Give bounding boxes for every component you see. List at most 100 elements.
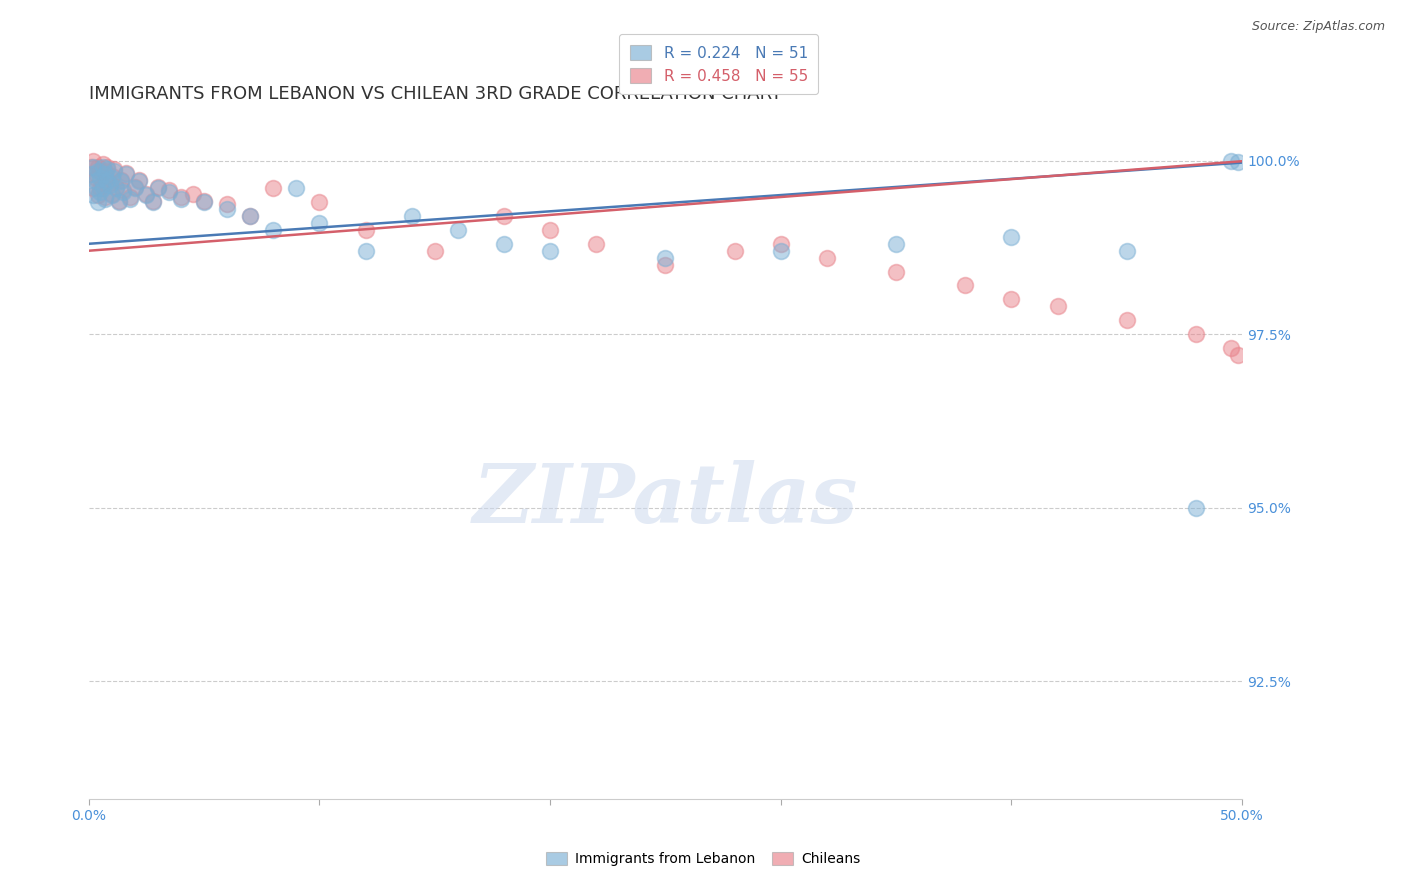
Point <box>146 181 169 195</box>
Point <box>87 188 110 202</box>
Point <box>80 168 103 182</box>
Point <box>654 258 676 272</box>
Point <box>159 185 181 199</box>
Point <box>110 173 132 187</box>
Point <box>101 169 124 183</box>
Point <box>159 183 181 197</box>
Point <box>142 194 165 208</box>
Point <box>262 181 284 195</box>
Point <box>1219 341 1241 355</box>
Point <box>538 244 561 258</box>
Point <box>1185 500 1208 515</box>
Point <box>181 186 204 201</box>
Text: ZIPatlas: ZIPatlas <box>472 459 858 540</box>
Point <box>94 192 117 206</box>
Point <box>98 176 121 190</box>
Point <box>96 161 118 176</box>
Legend: Immigrants from Lebanon, Chileans: Immigrants from Lebanon, Chileans <box>540 847 866 871</box>
Point <box>401 209 423 223</box>
Point <box>308 195 330 210</box>
Point <box>354 244 377 258</box>
Point <box>193 194 215 208</box>
Point <box>128 174 150 188</box>
Point <box>82 161 104 175</box>
Point <box>105 181 128 195</box>
Point <box>82 153 104 168</box>
Point <box>1000 230 1022 244</box>
Point <box>89 170 111 185</box>
Point <box>1185 326 1208 341</box>
Point <box>128 173 150 187</box>
Point <box>538 223 561 237</box>
Point <box>91 161 114 175</box>
Point <box>84 168 107 182</box>
Point <box>1115 313 1137 327</box>
Point <box>87 164 110 178</box>
Point <box>142 195 165 210</box>
Point <box>654 251 676 265</box>
Point <box>96 173 118 187</box>
Point <box>308 216 330 230</box>
Point <box>124 180 146 194</box>
Point <box>84 170 107 185</box>
Text: IMMIGRANTS FROM LEBANON VS CHILEAN 3RD GRADE CORRELATION CHART: IMMIGRANTS FROM LEBANON VS CHILEAN 3RD G… <box>89 86 782 103</box>
Point <box>492 236 515 251</box>
Point <box>101 186 124 201</box>
Point <box>114 166 136 180</box>
Text: Source: ZipAtlas.com: Source: ZipAtlas.com <box>1251 20 1385 33</box>
Point <box>120 189 142 203</box>
Point <box>1226 348 1249 362</box>
Point <box>103 164 125 178</box>
Point <box>112 185 135 199</box>
Point <box>91 178 114 192</box>
Point <box>135 186 157 201</box>
Point <box>585 236 607 251</box>
Point <box>96 161 118 175</box>
Point <box>447 223 470 237</box>
Point <box>354 223 377 237</box>
Point <box>101 170 124 185</box>
Point <box>285 181 308 195</box>
Point <box>1046 299 1069 313</box>
Point <box>1219 154 1241 169</box>
Point <box>91 157 114 171</box>
Point <box>87 195 110 210</box>
Point <box>101 188 124 202</box>
Point <box>84 181 107 195</box>
Point <box>110 174 132 188</box>
Point <box>94 168 117 182</box>
Point <box>193 195 215 210</box>
Point <box>87 161 110 175</box>
Point <box>262 223 284 237</box>
Point <box>89 185 111 199</box>
Point <box>769 236 792 251</box>
Point <box>84 174 107 188</box>
Point <box>89 164 111 178</box>
Point <box>170 189 193 203</box>
Point <box>107 195 129 210</box>
Point <box>82 188 104 202</box>
Point <box>103 161 125 176</box>
Point <box>94 164 117 178</box>
Point <box>955 278 977 293</box>
Point <box>96 174 118 188</box>
Point <box>105 180 128 194</box>
Point <box>769 244 792 258</box>
Point <box>124 181 146 195</box>
Point <box>217 196 239 211</box>
Point <box>884 236 907 251</box>
Point <box>112 183 135 197</box>
Point <box>723 244 745 258</box>
Point <box>107 194 129 208</box>
Point <box>135 188 157 202</box>
Point <box>1000 293 1022 307</box>
Point <box>170 192 193 206</box>
Point <box>98 178 121 192</box>
Point <box>1115 244 1137 258</box>
Point <box>89 181 111 195</box>
Point <box>423 244 446 258</box>
Point <box>239 209 262 223</box>
Point <box>239 209 262 223</box>
Point <box>120 192 142 206</box>
Point <box>815 251 838 265</box>
